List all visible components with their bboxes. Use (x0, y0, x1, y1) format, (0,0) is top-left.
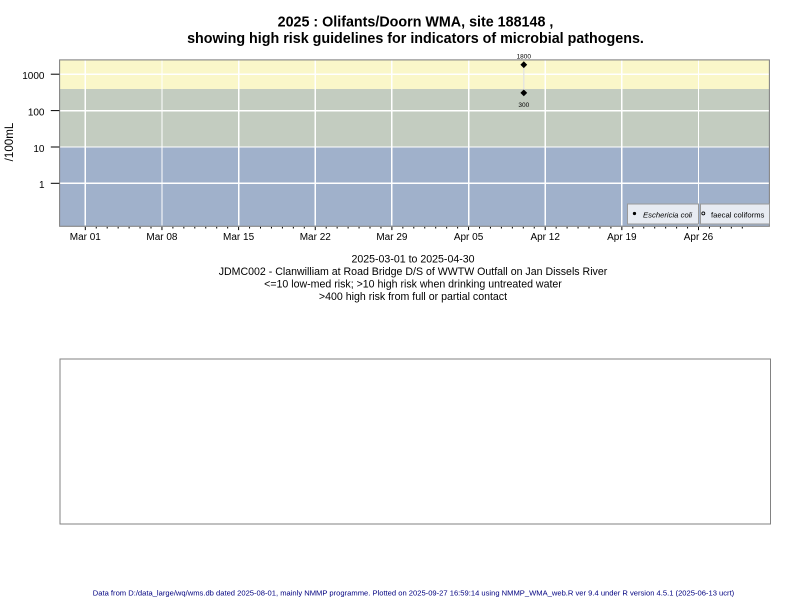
svg-text:Mar 08: Mar 08 (146, 232, 178, 243)
svg-text:300: 300 (518, 102, 529, 109)
svg-text:>400 high risk from full or pa: >400 high risk from full or partial cont… (319, 291, 507, 303)
svg-text:showing high risk guidelines f: showing high risk guidelines for indicat… (187, 31, 644, 47)
svg-text:Eschericia coli: Eschericia coli (643, 211, 692, 220)
svg-text:Apr 26: Apr 26 (684, 232, 714, 243)
svg-text:2025 : Olifants/Doorn WMA, sit: 2025 : Olifants/Doorn WMA, site 188148 , (278, 15, 554, 31)
svg-text:Mar 15: Mar 15 (223, 232, 255, 243)
svg-text:1: 1 (39, 180, 45, 191)
svg-text:faecal coliforms: faecal coliforms (711, 211, 765, 220)
svg-text:Mar 29: Mar 29 (376, 232, 408, 243)
svg-text:1800: 1800 (517, 53, 532, 60)
svg-text:/100mL: /100mL (3, 122, 16, 161)
svg-text:JDMC002 - Clanwilliam at Road: JDMC002 - Clanwilliam at Road Bridge D/S… (219, 266, 608, 278)
svg-text:Apr 12: Apr 12 (530, 232, 560, 243)
svg-text:1000: 1000 (22, 71, 45, 82)
svg-text:Data from D:/data_large/wq/wms: Data from D:/data_large/wq/wms.db dated … (93, 588, 735, 597)
svg-text:100: 100 (28, 107, 45, 118)
svg-text:Mar 22: Mar 22 (300, 232, 332, 243)
svg-text:10: 10 (33, 144, 45, 155)
svg-text:Apr 19: Apr 19 (607, 232, 637, 243)
svg-text:Apr 05: Apr 05 (454, 232, 484, 243)
svg-text:2025-03-01 to 2025-04-30: 2025-03-01 to 2025-04-30 (351, 253, 474, 265)
svg-text:Mar 01: Mar 01 (70, 232, 102, 243)
svg-text:<=10 low-med risk; >10 high ri: <=10 low-med risk; >10 high risk when dr… (264, 278, 562, 290)
